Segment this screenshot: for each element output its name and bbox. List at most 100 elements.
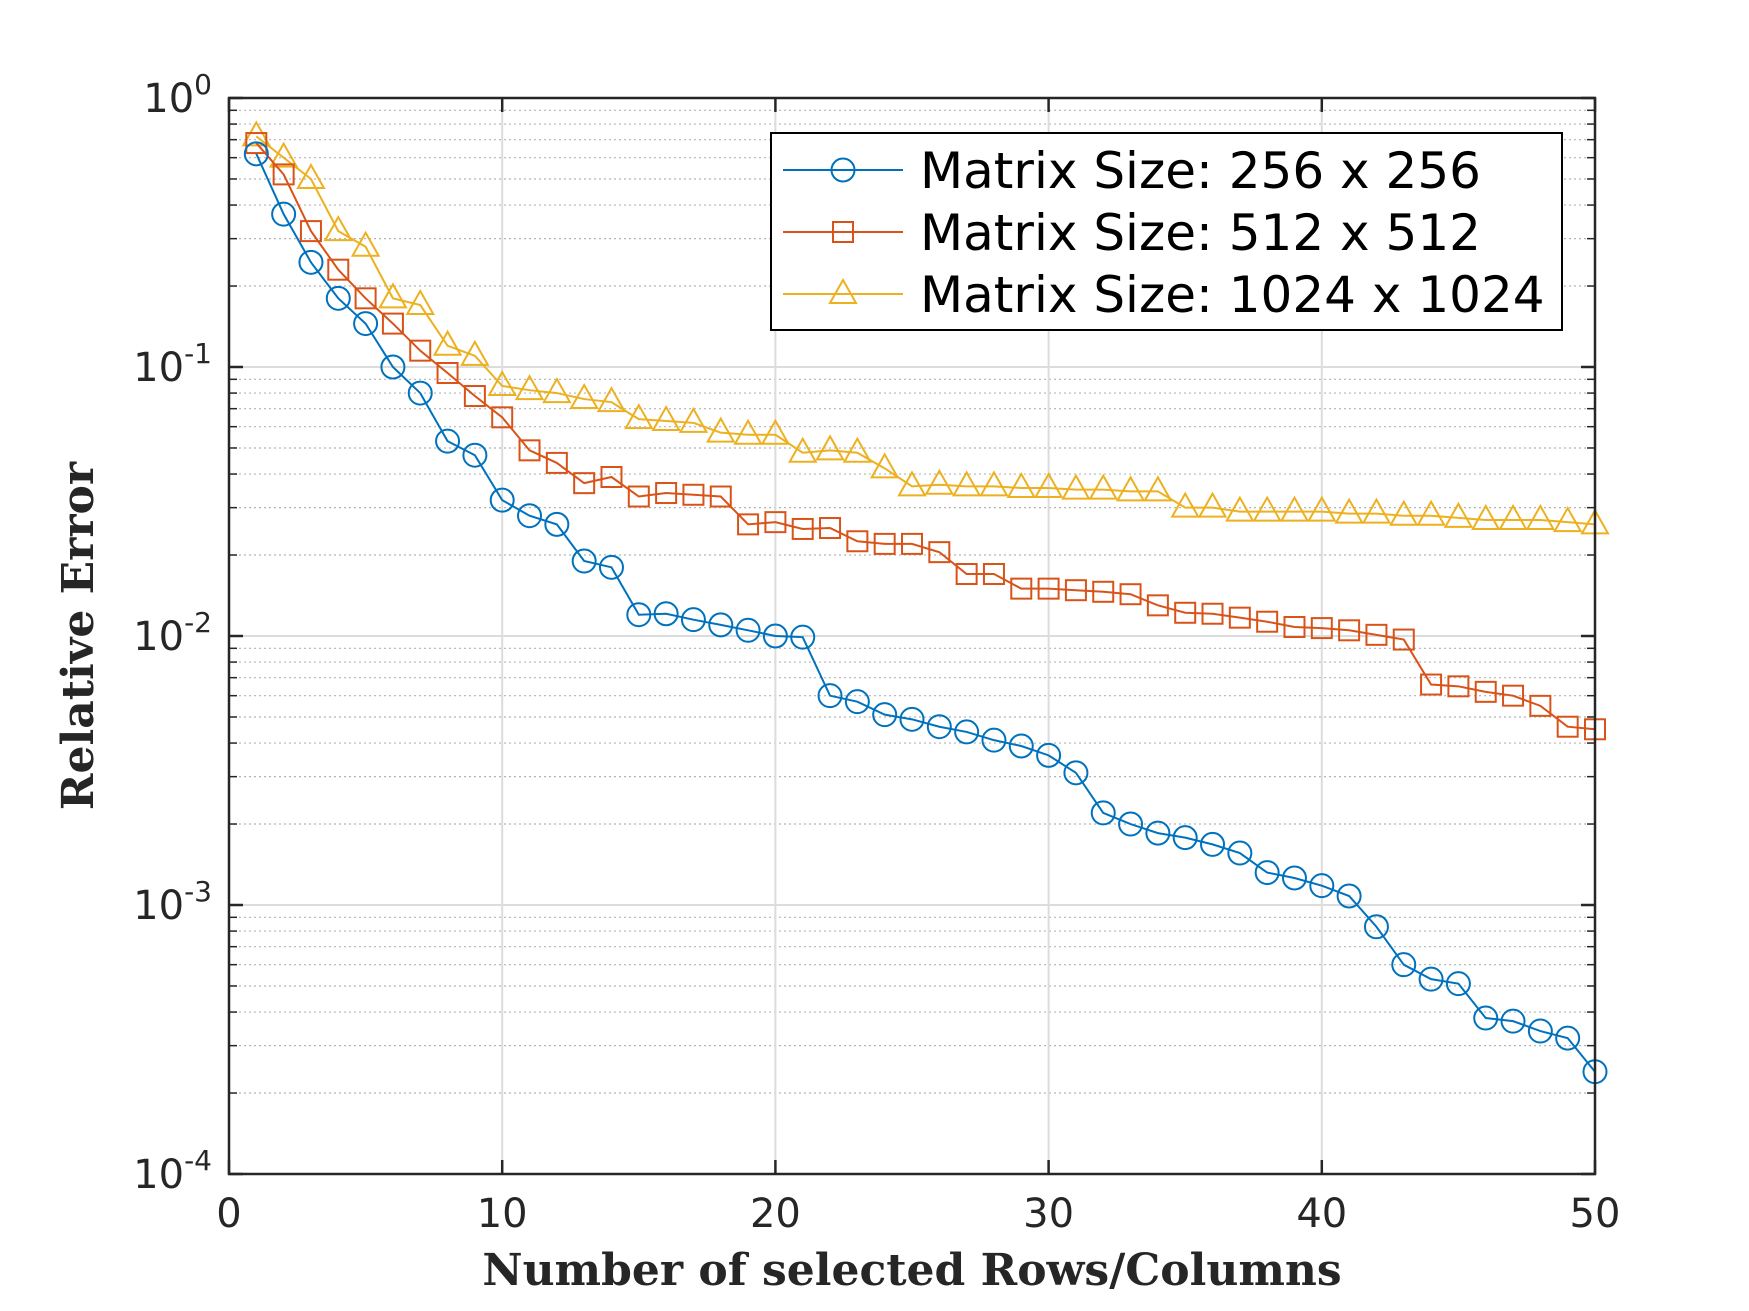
data-point <box>709 485 732 508</box>
data-point <box>542 377 572 404</box>
data-point <box>682 483 705 506</box>
data-point <box>409 339 432 362</box>
data-point <box>1365 623 1388 646</box>
data-point <box>924 468 955 495</box>
data-point <box>1033 471 1064 498</box>
data-point <box>815 434 845 461</box>
y-tick-label: 10-1 <box>133 337 212 391</box>
data-point <box>1256 610 1279 633</box>
data-point <box>1502 684 1525 707</box>
data-point <box>596 386 627 413</box>
data-point <box>1307 495 1337 522</box>
data-point <box>1474 680 1497 703</box>
data-point <box>1063 760 1089 786</box>
data-point <box>873 532 896 555</box>
series-line <box>255 135 1596 526</box>
data-point <box>846 530 869 553</box>
legend-marker-shape <box>830 157 856 183</box>
data-point <box>981 727 1007 753</box>
data-point <box>1010 577 1033 600</box>
data-point <box>926 714 952 740</box>
data-point <box>872 702 898 728</box>
legend-marker-shape <box>832 221 854 243</box>
data-point <box>1527 1018 1553 1044</box>
data-point <box>982 563 1005 586</box>
data-point <box>1363 914 1389 940</box>
data-point <box>432 329 463 356</box>
y-tick-label: 10-3 <box>133 875 212 929</box>
data-point <box>1283 616 1306 639</box>
data-point <box>1088 473 1118 500</box>
data-point <box>1279 495 1310 522</box>
data-point <box>1143 475 1173 502</box>
data-point <box>1174 601 1197 624</box>
data-point <box>678 406 709 433</box>
data-point <box>573 472 596 495</box>
data-point <box>514 374 545 401</box>
data-point <box>489 487 515 513</box>
data-point <box>462 442 488 468</box>
data-point <box>299 220 322 243</box>
data-point <box>491 406 514 429</box>
data-point <box>1310 617 1333 640</box>
data-point <box>271 201 297 227</box>
data-point <box>1197 491 1228 518</box>
data-point <box>381 312 404 335</box>
data-point <box>1391 952 1417 978</box>
data-point <box>651 404 681 431</box>
data-point <box>435 428 461 454</box>
data-point <box>954 719 980 745</box>
legend-marker-shape <box>828 277 858 304</box>
data-point <box>1416 499 1446 526</box>
data-point <box>487 369 517 396</box>
x-tick-label: 0 <box>216 1191 241 1237</box>
data-point <box>791 517 814 540</box>
series-line <box>255 153 1596 1073</box>
data-point <box>869 452 900 479</box>
legend-label-256: Matrix Size: 256 x 256 <box>920 142 1481 200</box>
data-point <box>624 403 654 430</box>
data-point <box>272 163 295 186</box>
data-point <box>323 215 353 242</box>
x-tick-label: 50 <box>1570 1191 1621 1237</box>
x-tick-label: 30 <box>1023 1191 1074 1237</box>
data-point <box>1090 800 1116 826</box>
data-point <box>1473 1005 1499 1031</box>
series-layer <box>241 120 1610 1085</box>
data-point <box>1170 491 1200 518</box>
data-point <box>518 439 541 462</box>
data-point <box>1064 579 1087 602</box>
data-point <box>844 689 870 715</box>
data-point <box>545 451 568 474</box>
data-point <box>1008 733 1034 759</box>
x-tick-label: 20 <box>750 1191 801 1237</box>
data-point <box>1445 971 1471 997</box>
legend-label-1024: Matrix Size: 1024 x 1024 <box>920 266 1545 324</box>
y-tick-label: 10-4 <box>133 1144 212 1198</box>
data-point <box>598 554 624 580</box>
legend-entry-1024: Matrix Size: 1024 x 1024 <box>783 266 1545 324</box>
data-point <box>298 249 324 275</box>
data-point <box>788 436 818 463</box>
data-point <box>1361 497 1392 524</box>
data-point <box>928 541 951 564</box>
data-point <box>1225 495 1255 522</box>
data-point <box>1118 811 1144 837</box>
data-point <box>760 418 791 445</box>
data-point <box>378 282 408 309</box>
data-point <box>1471 503 1501 530</box>
series-2 <box>241 120 1610 535</box>
data-point <box>517 503 543 529</box>
series-line <box>255 142 1596 731</box>
y-tick-label: 10-2 <box>133 606 212 660</box>
data-point <box>1338 619 1361 642</box>
data-point <box>380 354 406 380</box>
data-point <box>901 532 923 555</box>
data-point <box>1061 473 1091 500</box>
data-point <box>764 511 787 534</box>
data-point <box>1525 503 1556 530</box>
data-point <box>955 563 978 586</box>
legend-entry-512: Matrix Size: 512 x 512 <box>783 204 1481 262</box>
data-point <box>600 466 623 489</box>
